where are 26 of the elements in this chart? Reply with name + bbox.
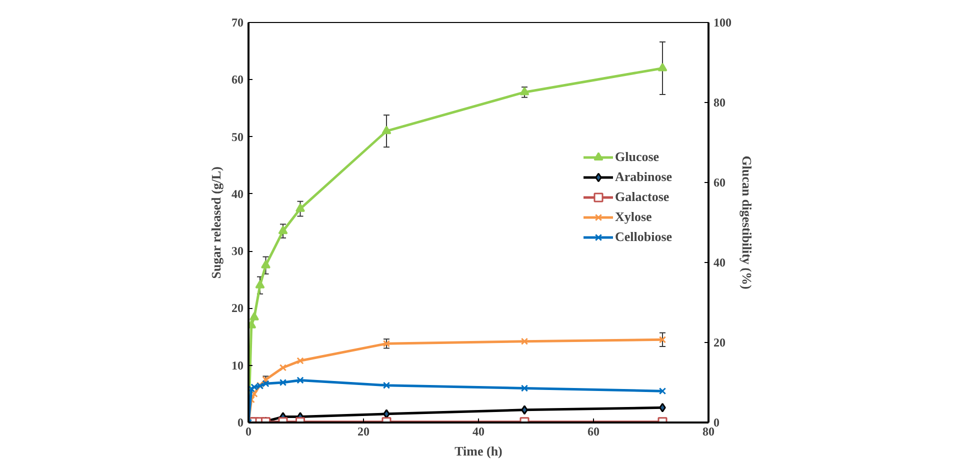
x-tick-label: 20 bbox=[358, 424, 370, 438]
y-tick-label: 50 bbox=[232, 130, 244, 144]
legend-label: Glucose bbox=[615, 149, 660, 165]
y-tick-label: 10 bbox=[232, 358, 244, 372]
x-tick-label: 80 bbox=[702, 424, 714, 438]
y-tick-label: 60 bbox=[232, 72, 244, 87]
y2-axis-title: Glucan digestibility (%) bbox=[740, 156, 754, 290]
legend-label: Xylose bbox=[615, 209, 652, 225]
y-tick-label: 70 bbox=[232, 16, 244, 30]
y-tick-label: 40 bbox=[232, 186, 244, 201]
x-tick-label: 40 bbox=[472, 424, 484, 438]
y2-tick-label: 0 bbox=[714, 416, 720, 430]
y2-tick-label: 100 bbox=[714, 16, 732, 30]
y-tick-label: 0 bbox=[238, 416, 244, 430]
y-axis-title: Sugar released (g/L) bbox=[208, 166, 224, 279]
y2-tick-label: 60 bbox=[714, 176, 726, 190]
x-tick-label: 60 bbox=[588, 424, 600, 438]
y2-tick-label: 80 bbox=[714, 96, 726, 110]
y2-tick-label: 20 bbox=[714, 336, 726, 350]
legend-label: Galactose bbox=[615, 189, 670, 205]
legend-label: Cellobiose bbox=[615, 229, 672, 245]
legend-label: Arabinose bbox=[615, 169, 672, 185]
x-axis-title: Time (h) bbox=[454, 444, 502, 458]
y2-tick-label: 40 bbox=[714, 256, 726, 270]
y-tick-label: 20 bbox=[232, 301, 244, 316]
y-tick-label: 30 bbox=[232, 244, 244, 258]
